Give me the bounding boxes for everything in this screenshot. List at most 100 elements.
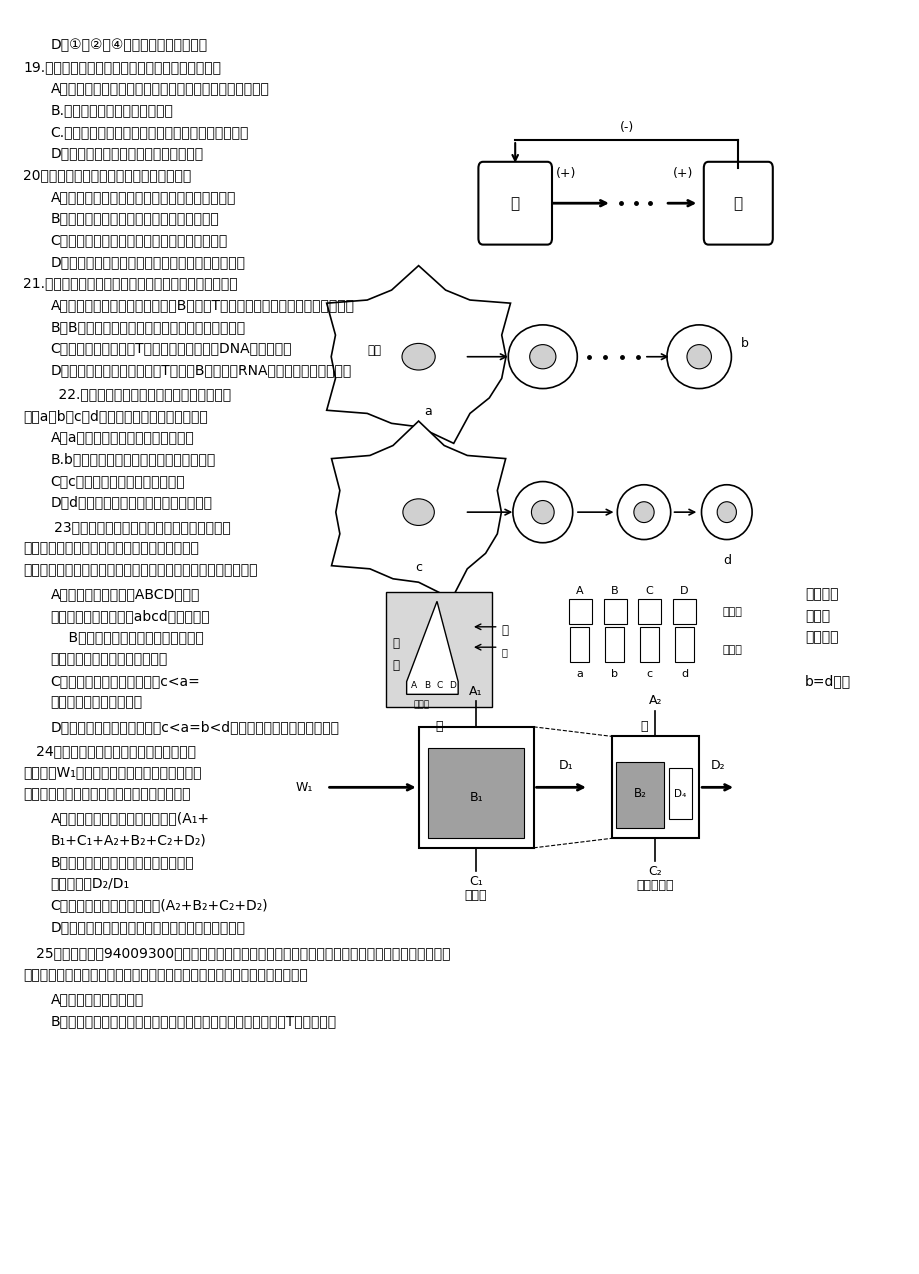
Text: A₂: A₂ — [648, 694, 662, 707]
Text: 的长度: 的长度 — [804, 609, 829, 623]
Text: B.淡巴细胞存在于血浆、淡巴中: B.淡巴细胞存在于血浆、淡巴中 — [51, 103, 174, 117]
Text: (+): (+) — [672, 167, 692, 181]
Text: C．c细胞膜上的蛋白质发生了变化: C．c细胞膜上的蛋白质发生了变化 — [51, 474, 185, 488]
Text: 表示所含能量多少），下列叙述中不正确的是: 表示所含能量多少），下列叙述中不正确的是 — [23, 787, 190, 801]
Text: 暗: 暗 — [392, 637, 400, 650]
Text: B．血糖浓度上升后，胰高血糖素的分泌减少: B．血糖浓度上升后，胰高血糖素的分泌减少 — [51, 211, 219, 225]
Ellipse shape — [717, 502, 735, 522]
Text: C．食虫鸟数量增加，森林中害虫数量随之减少: C．食虫鸟数量增加，森林中害虫数量随之减少 — [51, 233, 228, 247]
Text: B．初次接种该疫苗后，刺激机体免疫系统，可产生相应的效应T细胞和抗体: B．初次接种该疫苗后，刺激机体免疫系统，可产生相应的效应T细胞和抗体 — [51, 1014, 336, 1028]
Text: (+): (+) — [555, 167, 575, 181]
Text: C．流入初级消费者的能量为(A₂+B₂+C₂+D₂): C．流入初级消费者的能量为(A₂+B₂+C₂+D₂) — [51, 898, 268, 912]
Bar — [668, 768, 691, 819]
Text: 甲: 甲 — [510, 196, 519, 210]
Text: 甲: 甲 — [435, 720, 442, 733]
Bar — [640, 627, 658, 662]
Text: 了下图所示实验：探究单侧光是使胚芽鞘尖端的: 了下图所示实验：探究单侧光是使胚芽鞘尖端的 — [23, 541, 199, 555]
Text: B．羡脂块中的生长素能促进胚芽鞘: B．羡脂块中的生长素能促进胚芽鞘 — [51, 631, 203, 645]
Polygon shape — [331, 420, 505, 599]
Text: A．生产者固定的总能量可表示为(A₁+: A．生产者固定的总能量可表示为(A₁+ — [51, 812, 210, 826]
Ellipse shape — [529, 344, 555, 369]
Text: A．a细胞具有吞噬、呗递抗原的作用: A．a细胞具有吞噬、呗递抗原的作用 — [51, 431, 194, 445]
Bar — [611, 736, 698, 838]
Text: B．B细胞属于高度特化的体细胞，不能再继续分化: B．B细胞属于高度特化的体细胞，不能再继续分化 — [51, 320, 245, 334]
Ellipse shape — [508, 325, 577, 389]
Text: 24．某同学绘制了如图所示的能量流动图: 24．某同学绘制了如图所示的能量流动图 — [23, 744, 196, 758]
Text: 22.右图表示特异性免疫反应的某些过程，下: 22.右图表示特异性免疫反应的某些过程，下 — [41, 387, 232, 401]
Ellipse shape — [531, 501, 553, 524]
Text: 因是生长素促进了细胞伸长生长: 因是生长素促进了细胞伸长生长 — [51, 652, 167, 666]
Text: c: c — [646, 669, 652, 679]
Bar — [638, 599, 661, 624]
Bar — [570, 627, 588, 662]
Text: D．图解表明能量流动的特点是单向流动、逐级递减: D．图解表明能量流动的特点是单向流动、逐级递减 — [51, 920, 245, 934]
Text: 生长，原: 生长，原 — [804, 631, 837, 645]
Text: D₄: D₄ — [674, 789, 686, 799]
Text: B．由第一营养级到第二营养级的能量: B．由第一营养级到第二营养级的能量 — [51, 855, 194, 869]
Text: A．造血干细胞分化形成红细胞、B细胞、T细胞等的过程中，其全能性得到表现: A．造血干细胞分化形成红细胞、B细胞、T细胞等的过程中，其全能性得到表现 — [51, 298, 354, 312]
Text: C.血浆中抗利尿激素水平随内环境滲透压升高而升高: C.血浆中抗利尿激素水平随内环境滲透压升高而升高 — [51, 125, 249, 139]
Text: D: D — [679, 586, 688, 596]
Text: 21.下列关于某人体造血干细胞及其分化叙述，正确的是: 21.下列关于某人体造血干细胞及其分化叙述，正确的是 — [23, 276, 237, 290]
Text: A．下丘脑与呼吸、体温恒定、水盐平衡等的调节控制有关: A．下丘脑与呼吸、体温恒定、水盐平衡等的调节控制有关 — [51, 82, 269, 96]
Text: 生长素浓度，因变量是abcd四组胚芽鞘: 生长素浓度，因变量是abcd四组胚芽鞘 — [51, 609, 210, 623]
Ellipse shape — [617, 485, 670, 540]
Bar — [605, 627, 623, 662]
Text: A₁: A₁ — [469, 684, 482, 698]
Text: A．乙肝疫苗是一种抗原: A．乙肝疫苗是一种抗原 — [51, 992, 143, 1006]
Text: C: C — [645, 586, 652, 596]
Text: 琼脂块: 琼脂块 — [413, 701, 429, 710]
Text: B: B — [610, 586, 618, 596]
Ellipse shape — [402, 344, 435, 369]
Text: 25．我国大概有94009300万的乙肝感染者，接种乙肝疫苗是预防乙肝病毒感染的最有效方法，随着乙: 25．我国大概有94009300万的乙肝感染者，接种乙肝疫苗是预防乙肝病毒感染的… — [23, 947, 450, 961]
Text: b: b — [740, 338, 748, 350]
Text: 乙: 乙 — [733, 196, 742, 210]
Text: b=d，说: b=d，说 — [804, 674, 850, 688]
Text: a: a — [575, 669, 583, 679]
Polygon shape — [326, 266, 510, 443]
Text: 传递效率为D₂/D₁: 传递效率为D₂/D₁ — [51, 877, 130, 891]
Text: 处: 处 — [392, 659, 400, 671]
Text: 抗原: 抗原 — [368, 344, 381, 357]
Text: 列对a、b、c、d四种细胞的判断，不正确的是: 列对a、b、c、d四种细胞的判断，不正确的是 — [23, 409, 208, 423]
Text: C₂: C₂ — [648, 865, 662, 878]
Text: D．在不发生突变的情况下，T细胞和B细胞中的RNA部分相同，部分不相同: D．在不发生突变的情况下，T细胞和B细胞中的RNA部分相同，部分不相同 — [51, 363, 351, 377]
Text: D．①、②、④共同构成人体的内环境: D．①、②、④共同构成人体的内环境 — [51, 38, 208, 52]
Text: D．甲状腺激素分泌增多，促甲状腺激素的分泌减少: D．甲状腺激素分泌增多，促甲状腺激素的分泌减少 — [51, 255, 245, 269]
Text: 肝疫苗的推广应用，我国乙肝病毒感染率逐年下降。下列相关叙述不正确的是: 肝疫苗的推广应用，我国乙肝病毒感染率逐年下降。下列相关叙述不正确的是 — [23, 968, 308, 982]
Text: A: A — [411, 680, 416, 691]
Text: 生产者: 生产者 — [464, 889, 487, 902]
Text: B₁+C₁+A₂+B₂+C₂+D₂): B₁+C₁+A₂+B₂+C₂+D₂) — [51, 833, 206, 847]
Text: B: B — [424, 680, 429, 691]
Text: A: A — [575, 586, 583, 596]
Text: 胚芽鞘: 胚芽鞘 — [721, 645, 742, 655]
Text: B₁: B₁ — [469, 791, 482, 804]
Ellipse shape — [686, 344, 710, 369]
Text: C₁: C₁ — [469, 874, 482, 888]
Text: b: b — [610, 669, 618, 679]
Text: D．如果胚芽鞘的长度关系为c<a=b<d，说明单侧光将生长素转移了: D．如果胚芽鞘的长度关系为c<a=b<d，说明单侧光将生长素转移了 — [51, 720, 339, 734]
Bar — [386, 592, 492, 707]
Bar — [427, 748, 524, 838]
Bar — [603, 599, 626, 624]
Bar — [675, 627, 693, 662]
Text: A．排尿反射中，膌胱逗尿肌持续收缩，使尿排空: A．排尿反射中，膌胱逗尿肌持续收缩，使尿排空 — [51, 190, 235, 204]
Ellipse shape — [633, 502, 653, 522]
Bar — [673, 599, 696, 624]
Text: 脂块中的: 脂块中的 — [804, 587, 837, 601]
Text: d: d — [680, 669, 687, 679]
Text: D．突触间隙的液体中也含有少量蛋白质: D．突触间隙的液体中也含有少量蛋白质 — [51, 147, 203, 161]
FancyBboxPatch shape — [478, 162, 551, 245]
Ellipse shape — [403, 499, 434, 525]
Text: 23．某研究性课题小组研究植物生长素，设计: 23．某研究性课题小组研究植物生长素，设计 — [41, 520, 231, 534]
Text: 琼脂块: 琼脂块 — [721, 606, 742, 617]
Bar — [616, 762, 664, 828]
Text: (-): (-) — [619, 121, 633, 134]
Text: B₂: B₂ — [633, 787, 646, 800]
Text: 解（其中W₁为生产者固定的太阳能，方框大小: 解（其中W₁为生产者固定的太阳能，方框大小 — [23, 766, 201, 780]
Polygon shape — [406, 601, 458, 694]
FancyBboxPatch shape — [703, 162, 772, 245]
Bar — [568, 599, 591, 624]
Text: c: c — [414, 561, 422, 573]
Text: D₁: D₁ — [558, 759, 573, 772]
